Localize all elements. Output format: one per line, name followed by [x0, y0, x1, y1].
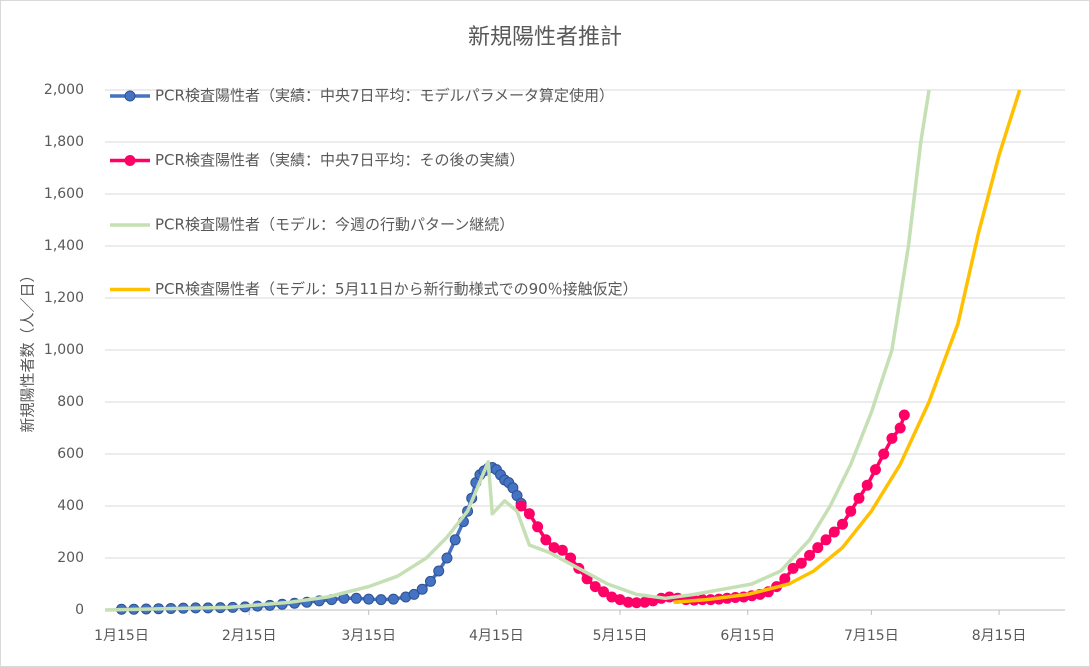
data-point: [515, 500, 527, 512]
data-point: [523, 508, 535, 520]
data-point: [433, 565, 445, 577]
data-point: [779, 573, 791, 585]
legend-label: PCR検査陽性者（モデル：5月11日から新行動様式での90％接触仮定）: [155, 280, 638, 298]
data-point: [449, 534, 461, 546]
x-tick-label: 7月15日: [844, 628, 899, 644]
data-point: [795, 557, 807, 569]
data-point: [556, 544, 568, 556]
x-tick-label: 1月15日: [94, 628, 149, 644]
data-point: [598, 586, 610, 598]
data-point: [532, 521, 544, 533]
data-point: [416, 583, 428, 595]
y-tick-label: 400: [57, 498, 84, 514]
data-point: [387, 593, 399, 605]
y-tick-label: 1,200: [44, 290, 84, 306]
y-tick-label: 2,000: [44, 82, 84, 98]
data-point: [828, 526, 840, 538]
legend-label: PCR検査陽性者（モデル：今週の行動パターン継続）: [155, 216, 514, 234]
data-point: [869, 464, 881, 476]
data-point: [350, 592, 362, 604]
x-tick-label: 8月15日: [972, 628, 1027, 644]
data-point: [408, 588, 420, 600]
y-axis-label: 新規陽性者数（人／日）: [19, 267, 37, 432]
data-point: [820, 534, 832, 546]
series-line: [105, 89, 931, 612]
data-point: [837, 518, 849, 530]
data-point: [812, 542, 824, 554]
data-point: [804, 549, 816, 561]
y-tick-label: 800: [57, 394, 84, 410]
x-tick-label: 6月15日: [720, 628, 775, 644]
y-tick-label: 1,800: [44, 134, 84, 150]
data-point: [878, 448, 890, 460]
data-point: [886, 432, 898, 444]
x-tick-label: 3月15日: [341, 628, 396, 644]
data-point: [898, 409, 910, 421]
plot-area: [105, 89, 1022, 615]
data-point: [424, 575, 436, 587]
data-point: [787, 562, 799, 574]
data-point: [540, 534, 552, 546]
y-tick-label: 1,000: [44, 342, 84, 358]
legend-marker: [124, 155, 136, 166]
x-tick-label: 5月15日: [593, 628, 648, 644]
y-tick-label: 0: [75, 602, 84, 618]
legend-marker: [124, 90, 136, 102]
y-tick-label: 1,600: [44, 186, 84, 202]
legend-label: PCR検査陽性者（実績：中央7日平均：その後の実績）: [155, 151, 525, 169]
y-tick-label: 200: [57, 550, 84, 566]
data-point: [861, 479, 873, 491]
data-point: [363, 593, 375, 605]
data-point: [375, 594, 387, 606]
y-tick-label: 1,400: [44, 238, 84, 254]
legend-label: PCR検査陽性者（実績：中央7日平均：モデルパラメータ算定使用）: [155, 87, 614, 105]
data-point: [845, 505, 857, 517]
data-point: [853, 492, 865, 504]
chart-title: 新規陽性者推計: [468, 25, 622, 50]
series-line: [673, 89, 1022, 604]
data-point: [894, 422, 906, 434]
data-point: [589, 581, 601, 593]
y-tick-label: 600: [57, 446, 84, 462]
x-tick-label: 2月15日: [222, 628, 277, 644]
x-tick-label: 4月15日: [469, 628, 524, 644]
data-point: [441, 552, 453, 564]
